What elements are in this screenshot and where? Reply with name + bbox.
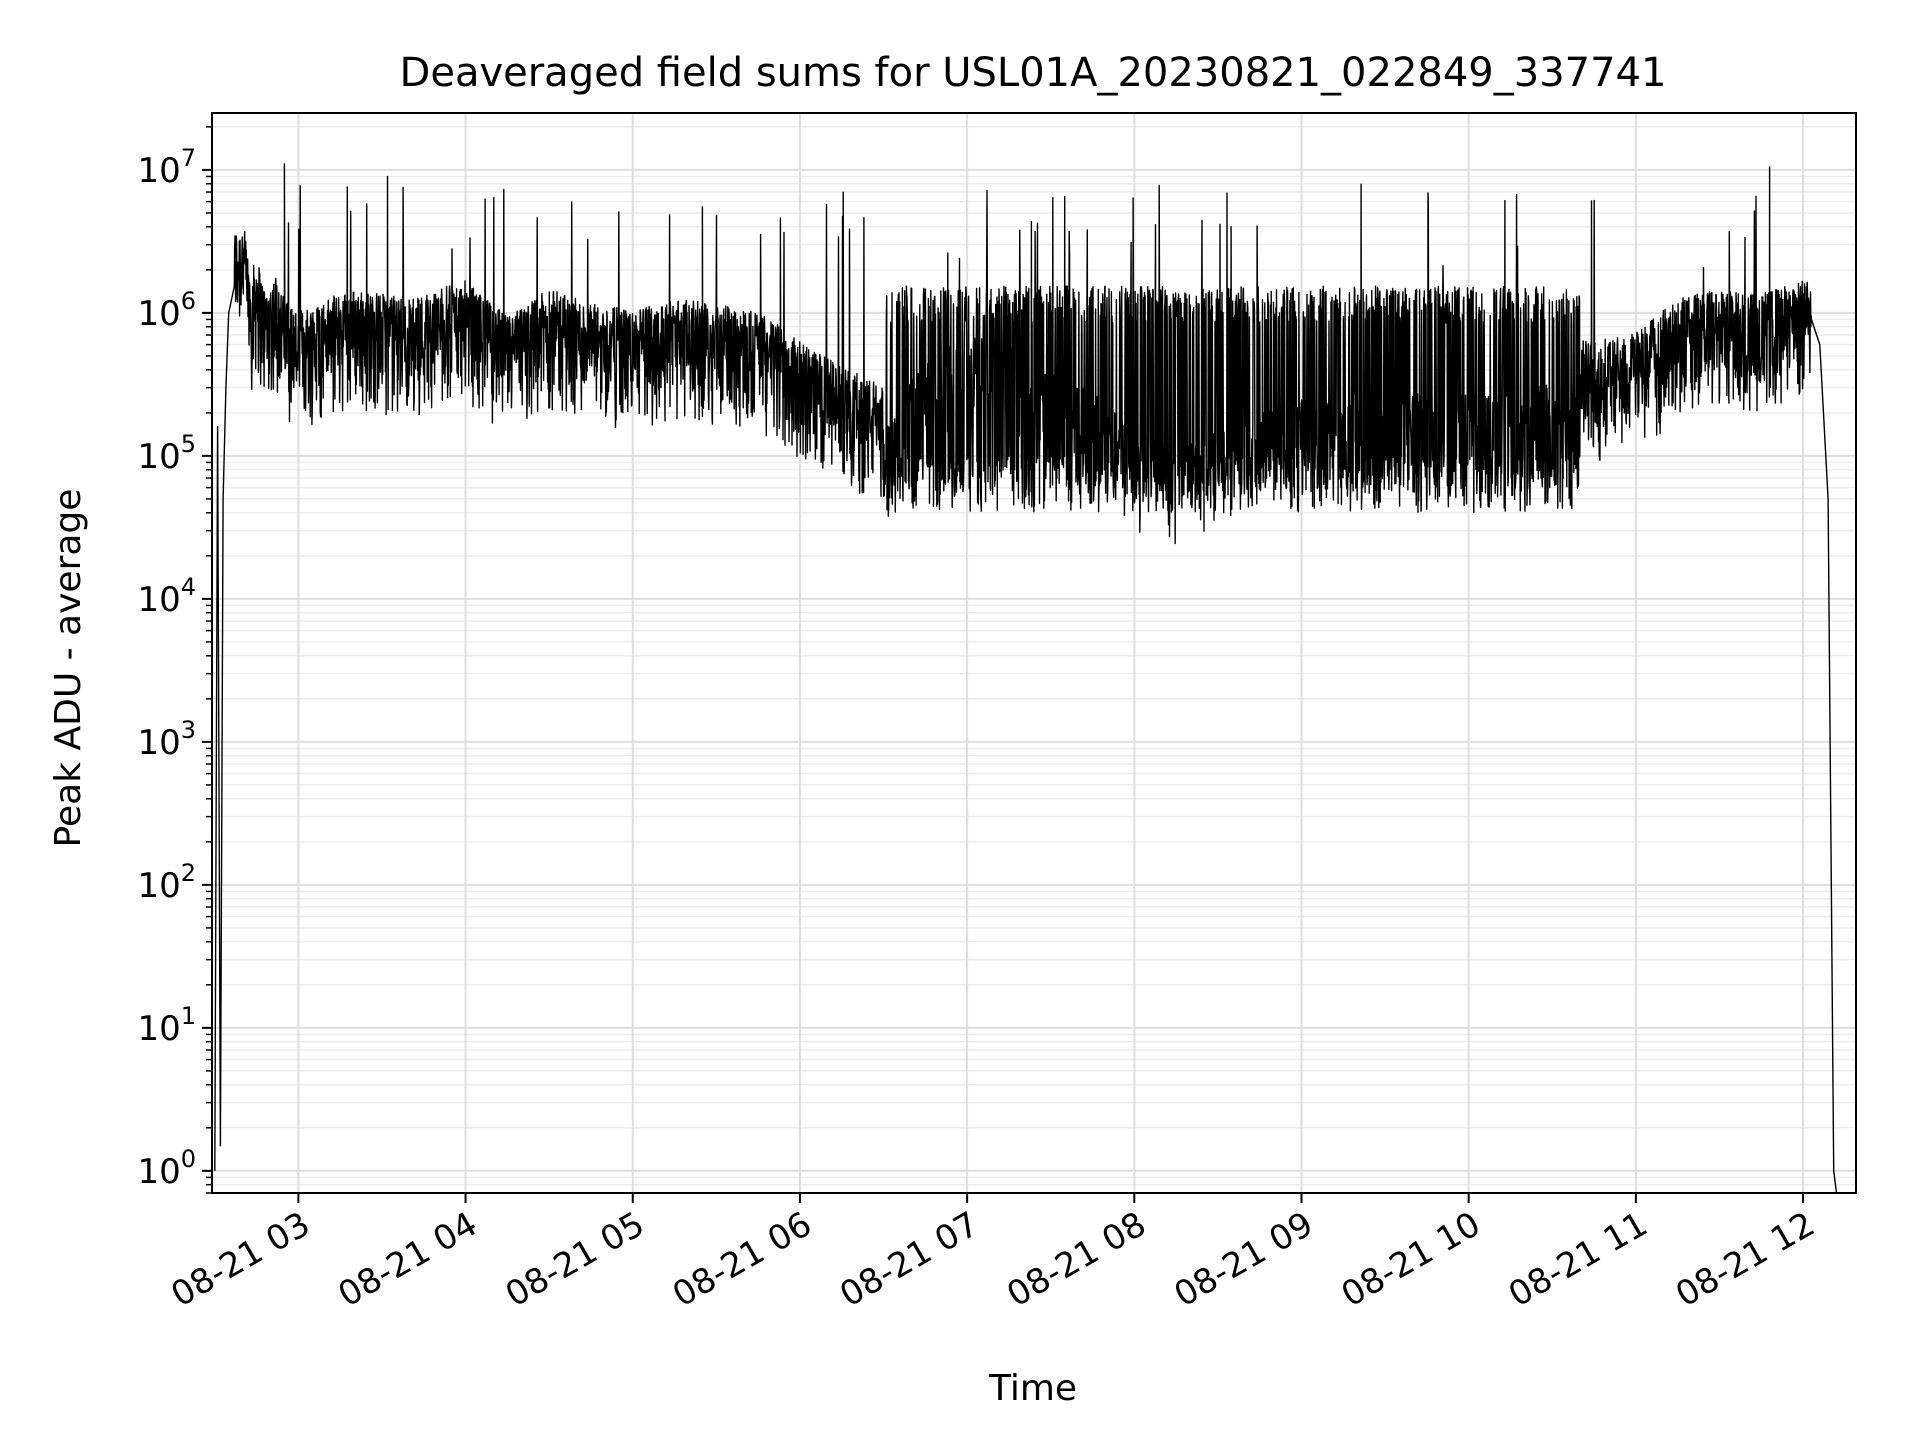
x-tick-label: 08-21 08 bbox=[1000, 1204, 1152, 1315]
x-tick-label: 08-21 11 bbox=[1502, 1204, 1654, 1315]
x-tick-label: 08-21 05 bbox=[499, 1204, 651, 1315]
y-tick-label: 107 bbox=[137, 144, 196, 191]
chart-title: Deaveraged field sums for USL01A_2023082… bbox=[400, 50, 1667, 96]
grid-layer bbox=[212, 113, 1856, 1194]
y-tick-label: 100 bbox=[137, 1145, 196, 1192]
y-tick-label: 105 bbox=[137, 430, 196, 477]
x-axis-label: Time bbox=[988, 1368, 1077, 1409]
x-tick-label: 08-21 04 bbox=[332, 1204, 484, 1315]
series-line bbox=[214, 163, 1838, 1194]
series-layer bbox=[214, 163, 1838, 1194]
y-tick-label: 103 bbox=[137, 716, 196, 763]
y-tick-label: 101 bbox=[137, 1002, 196, 1049]
x-tick-label: 08-21 06 bbox=[666, 1204, 818, 1315]
y-axis-label: Peak ADU - average bbox=[48, 489, 89, 848]
y-tick-label: 104 bbox=[137, 573, 196, 620]
x-tick-label: 08-21 03 bbox=[164, 1204, 316, 1315]
y-tick-label: 102 bbox=[137, 859, 196, 906]
x-tick-label: 08-21 07 bbox=[833, 1204, 985, 1315]
x-tick-label: 08-21 09 bbox=[1168, 1204, 1320, 1315]
x-tick-label: 08-21 12 bbox=[1669, 1204, 1821, 1315]
x-tick-label: 08-21 10 bbox=[1335, 1204, 1487, 1315]
plot-frame bbox=[211, 112, 1857, 1194]
y-tick-label: 106 bbox=[137, 287, 196, 334]
